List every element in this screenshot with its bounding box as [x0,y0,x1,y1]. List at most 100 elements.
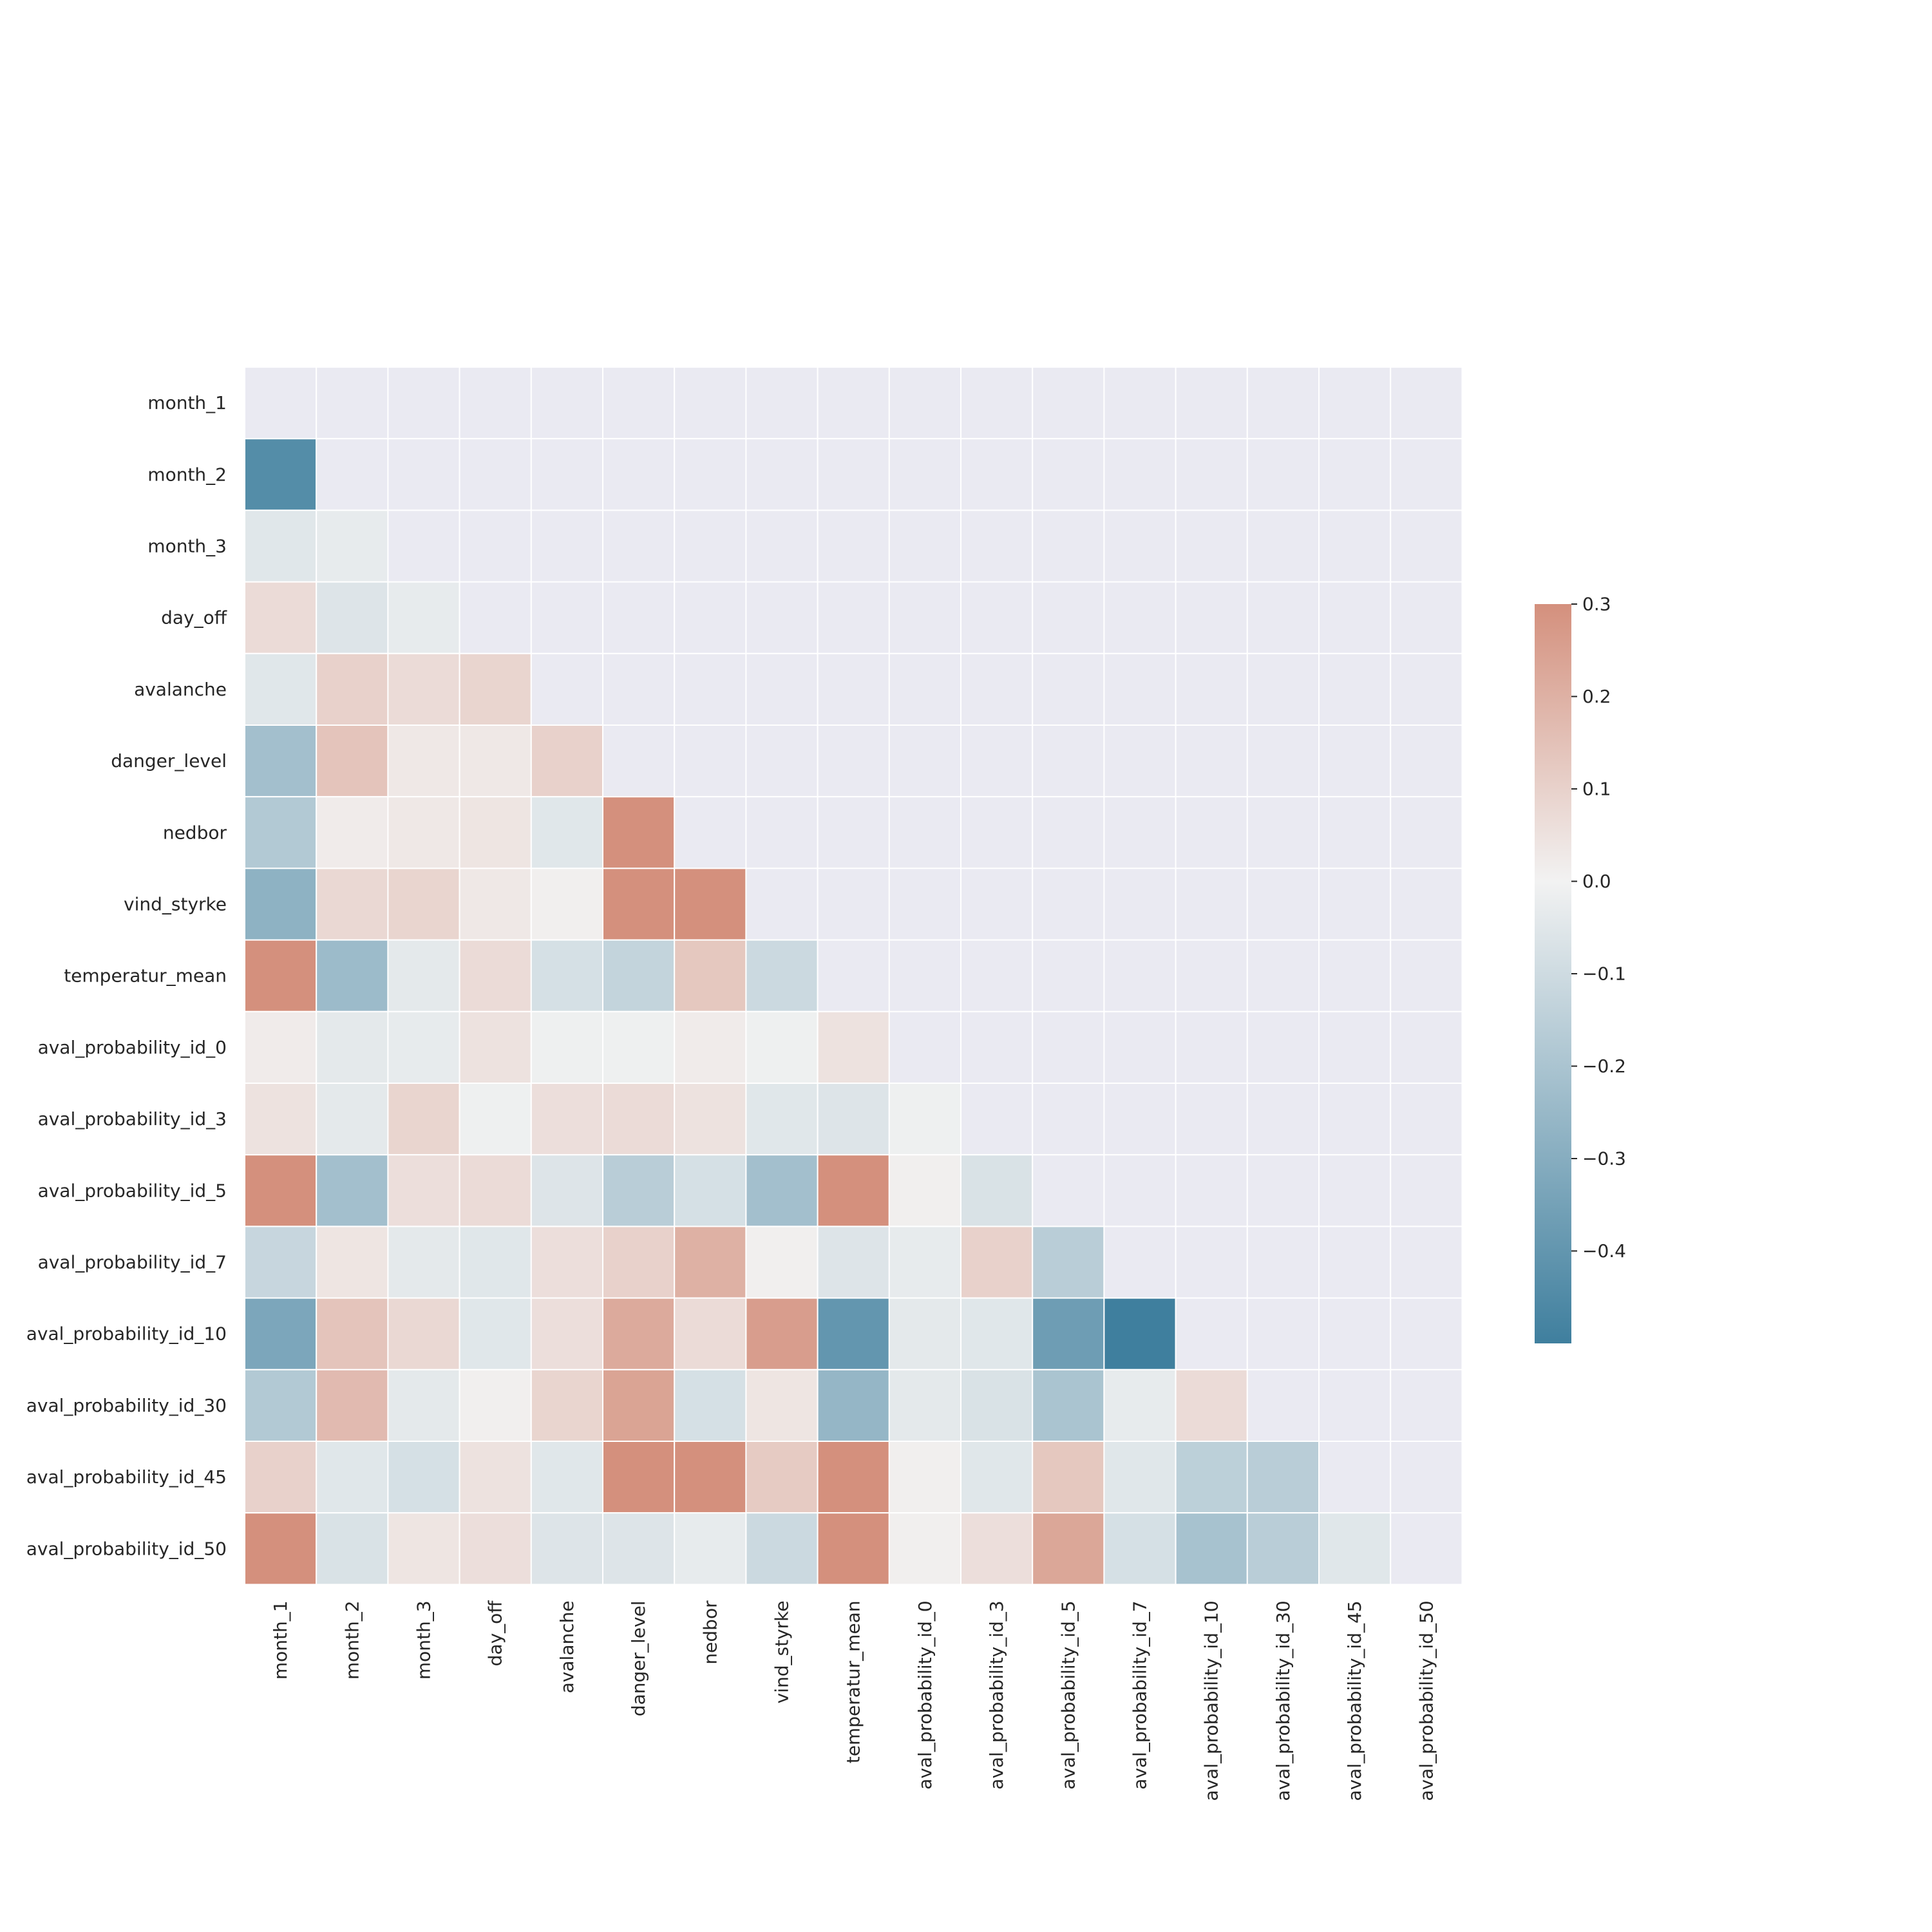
x-tick-label: month_2 [341,1600,363,1680]
y-tick-label: aval_probability_id_10 [26,1323,227,1345]
masked-cell [387,366,460,440]
heatmap-cell [602,939,676,1012]
masked-cell [1318,1368,1392,1443]
heatmap-cell [530,939,603,1012]
x-tick-label: aval_probability_id_10 [1201,1600,1222,1801]
x-tick-label: aval_probability_id_3 [986,1600,1007,1789]
heatmap-cell [602,1226,676,1299]
y-tick-label: day_off [161,607,227,629]
masked-cell [960,581,1034,654]
masked-cell [674,581,747,654]
masked-cell [960,724,1034,798]
masked-cell [817,366,890,440]
y-tick-labels: month_1 month_2 month_3 day_off avalanche dan… [26,392,227,1559]
heatmap-cell [602,796,676,869]
heatmap-cell [888,1512,962,1586]
masked-cell [1032,366,1105,440]
x-tick-label: aval_probability_id_5 [1057,1600,1079,1789]
masked-cell [1390,1297,1463,1370]
masked-cell [1246,1368,1320,1443]
masked-cell [316,366,389,440]
masked-cell [1103,1226,1177,1299]
y-tick-label: nedbor [163,822,227,843]
heatmap-cell [817,1010,890,1084]
heatmap-cell [602,1368,676,1443]
masked-cell [1390,509,1463,583]
masked-cell [1246,509,1320,583]
heatmap-cell [244,581,317,654]
masked-cell [674,796,747,869]
masked-cell [387,509,460,583]
heatmap-cell [244,1297,317,1370]
masked-cell [1032,438,1105,511]
masked-cell [960,1083,1034,1156]
masked-cell [1032,1083,1105,1156]
heatmap-cell [459,652,532,726]
heatmap-cell [459,1297,532,1370]
masked-cell [1032,796,1105,869]
heatmap-cell [244,509,317,583]
masked-cell [1175,438,1248,511]
masked-cell [1103,724,1177,798]
masked-cell [960,438,1034,511]
masked-cell [1175,366,1248,440]
heatmap-cell [674,1226,747,1299]
heatmap-cell [387,1368,460,1443]
heatmap-cell [316,1512,389,1586]
heatmap-cell [888,1083,962,1156]
masked-cell [602,724,676,798]
masked-cell [888,366,962,440]
x-tick-label: aval_probability_id_0 [914,1600,936,1789]
heatmap-cell [459,939,532,1012]
masked-cell [888,509,962,583]
heatmap-cell [244,796,317,869]
heatmap-cell [387,652,460,726]
masked-cell [459,366,532,440]
heatmap-cell [1103,1512,1177,1586]
masked-cell [1103,796,1177,869]
heatmap-cell [530,1226,603,1299]
masked-cell [1390,1368,1463,1443]
masked-cell [960,939,1034,1012]
heatmap-cell [316,867,389,941]
heatmap-cell [530,1297,603,1370]
x-tick-label: month_1 [270,1600,291,1680]
masked-cell [1318,1226,1392,1299]
colorbar-tick-label: −0.4 [1582,1240,1626,1262]
masked-cell [316,438,389,511]
heatmap-cell [387,1226,460,1299]
heatmap-cell [244,724,317,798]
masked-cell [745,509,819,583]
heatmap-cell [960,1368,1034,1443]
colorbar-tick-label: −0.2 [1582,1056,1626,1077]
masked-cell [1390,652,1463,726]
colorbar-tick-label: 0.1 [1582,779,1611,800]
masked-cell [1318,1010,1392,1084]
y-tick-label: aval_probability_id_30 [26,1395,227,1416]
masked-cell [888,581,962,654]
masked-cell [888,867,962,941]
heatmap-cell [1103,1441,1177,1514]
heatmap-cell [602,1512,676,1586]
masked-cell [1390,1010,1463,1084]
heatmap-cell [459,1512,532,1586]
masked-cell [1246,796,1320,869]
masked-cell [1246,366,1320,440]
masked-cell [1390,438,1463,511]
x-tick-label: danger_level [628,1600,649,1716]
heatmap-cell [817,1512,890,1586]
heatmap-cell [960,1297,1034,1370]
heatmap-cell [316,1368,389,1443]
heatmap-cell [530,724,603,798]
masked-cell [1103,1154,1177,1227]
masked-cell [1175,939,1248,1012]
heatmap-cell [387,1297,460,1370]
heatmap-cell [387,1010,460,1084]
masked-cell [888,796,962,869]
masked-cell [1390,366,1463,440]
heatmap-cell [745,1226,819,1299]
masked-cell [745,438,819,511]
heatmap-cell [387,1154,460,1227]
y-tick-label: aval_probability_id_0 [38,1037,227,1058]
heatmap-cell [602,1154,676,1227]
